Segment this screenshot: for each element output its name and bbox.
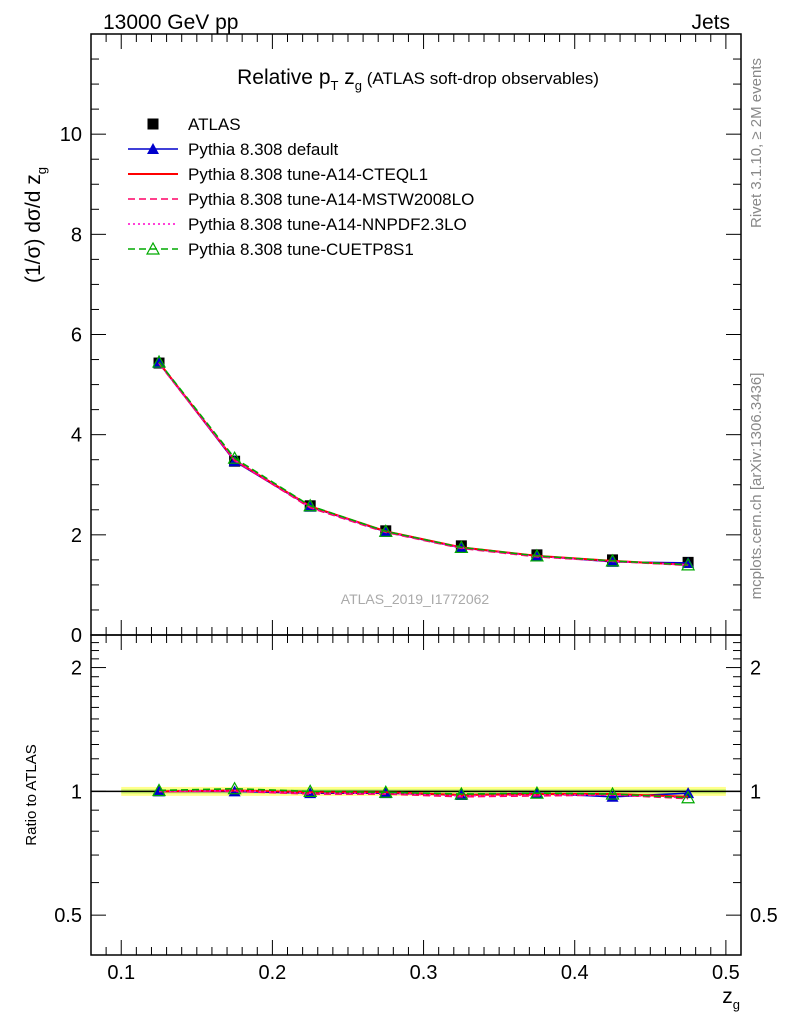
main-data-point (605, 553, 620, 567)
main-ytick-label: 4 (71, 425, 82, 447)
main-data-point (378, 524, 393, 537)
mcplots-label: mcplots.cern.ch [arXiv:1306.3436] (748, 373, 765, 600)
ratio-series-3 (159, 789, 689, 799)
x-tick-label: 0.4 (561, 962, 589, 984)
main-series-1 (153, 357, 695, 568)
legend-label: Pythia 8.308 tune-A14-MSTW2008LO (188, 190, 474, 209)
main-data-point (303, 498, 318, 512)
ratio-ytick-label-left: 1 (71, 781, 82, 803)
main-ylabel: (1/σ) dσ/d zg (22, 167, 49, 283)
ratio-ytick-label-right: 2 (750, 658, 761, 680)
x-tick-label: 0.5 (712, 962, 740, 984)
ratio-data-point (303, 784, 318, 797)
main-ytick-label: 0 (71, 625, 82, 647)
ratio-data-point (378, 784, 393, 798)
main-data-point (227, 450, 242, 464)
main-series-line (158, 361, 689, 566)
ratio-series-line (159, 789, 689, 799)
legend-marker (147, 118, 159, 130)
legend-label: Pythia 8.308 tune-CUETP8S1 (188, 240, 414, 259)
legend-entry: Pythia 8.308 default (128, 140, 339, 159)
legend-entry: ATLAS (147, 115, 241, 134)
x-axis-label: zg (722, 985, 740, 1012)
legend-marker (147, 143, 159, 154)
x-tick-label: 0.3 (410, 962, 438, 984)
ylabel-main: (1/σ) dσ/d z (22, 174, 45, 283)
title-main: Relative p (237, 66, 330, 89)
ratio-series-line (159, 787, 689, 799)
ratio-ytick-label-left: 0.5 (54, 905, 82, 927)
x-tick-label: 0.1 (107, 962, 135, 984)
ratio-ytick-label-right: 0.5 (750, 905, 778, 927)
ylabel-sub: g (34, 167, 49, 174)
ratio-data-point (529, 785, 544, 799)
legend-marker (145, 241, 161, 255)
legend-entry: Pythia 8.308 tune-A14-NNPDF2.3LO (128, 215, 467, 234)
header-right: Jets (691, 11, 730, 34)
legend-entry: Pythia 8.308 tune-CUETP8S1 (128, 240, 414, 259)
x-tick-label: 0.2 (258, 962, 286, 984)
xlabel-main: z (722, 985, 733, 1008)
main-series-5 (152, 354, 696, 571)
main-ytick-label: 8 (71, 224, 82, 246)
title-var-sub: g (355, 78, 362, 93)
legend: ATLAS Pythia 8.308 default Pythia 8.308 tu… (128, 115, 474, 259)
ratio-data-point (454, 786, 469, 800)
ratio-data-point (681, 790, 696, 804)
ratio-series-4 (152, 781, 696, 804)
watermark: ATLAS_2019_I1772062 (341, 591, 490, 607)
title-sub: T (331, 78, 339, 93)
main-ytick-label: 6 (71, 325, 82, 347)
header-left: 13000 GeV pp (103, 11, 238, 34)
legend-label: ATLAS (188, 115, 241, 134)
ratio-ytick-label-right: 1 (750, 781, 761, 803)
ratio-data-point (152, 783, 167, 797)
legend-entry: Pythia 8.308 tune-A14-CTEQL1 (128, 165, 428, 184)
ratio-data-point (605, 786, 620, 800)
main-title: Relative pT zg (ATLAS soft-drop observab… (237, 66, 599, 93)
main-data-point (681, 557, 696, 571)
xlabel-sub: g (733, 997, 740, 1012)
ratio-ytick-label-left: 2 (71, 658, 82, 680)
legend-entry: Pythia 8.308 tune-A14-MSTW2008LO (128, 190, 474, 209)
legend-label: Pythia 8.308 default (188, 140, 339, 159)
rivet-label: Rivet 3.1.10, ≥ 2M events (748, 58, 765, 228)
ratio-plot-frame (90, 634, 742, 956)
legend-label: Pythia 8.308 tune-A14-NNPDF2.3LO (188, 215, 467, 234)
ratio-data-point (227, 781, 242, 795)
title-var: z (338, 66, 354, 89)
main-ytick-label: 2 (71, 525, 82, 547)
ratio-ylabel: Ratio to ATLAS (23, 744, 40, 845)
main-data-point (454, 540, 469, 553)
main-data-point (152, 354, 167, 368)
legend-label: Pythia 8.308 tune-A14-CTEQL1 (188, 165, 428, 184)
main-ytick-label: 10 (60, 124, 82, 146)
title-rest: (ATLAS soft-drop observables) (362, 69, 599, 88)
main-data-point (529, 548, 544, 562)
